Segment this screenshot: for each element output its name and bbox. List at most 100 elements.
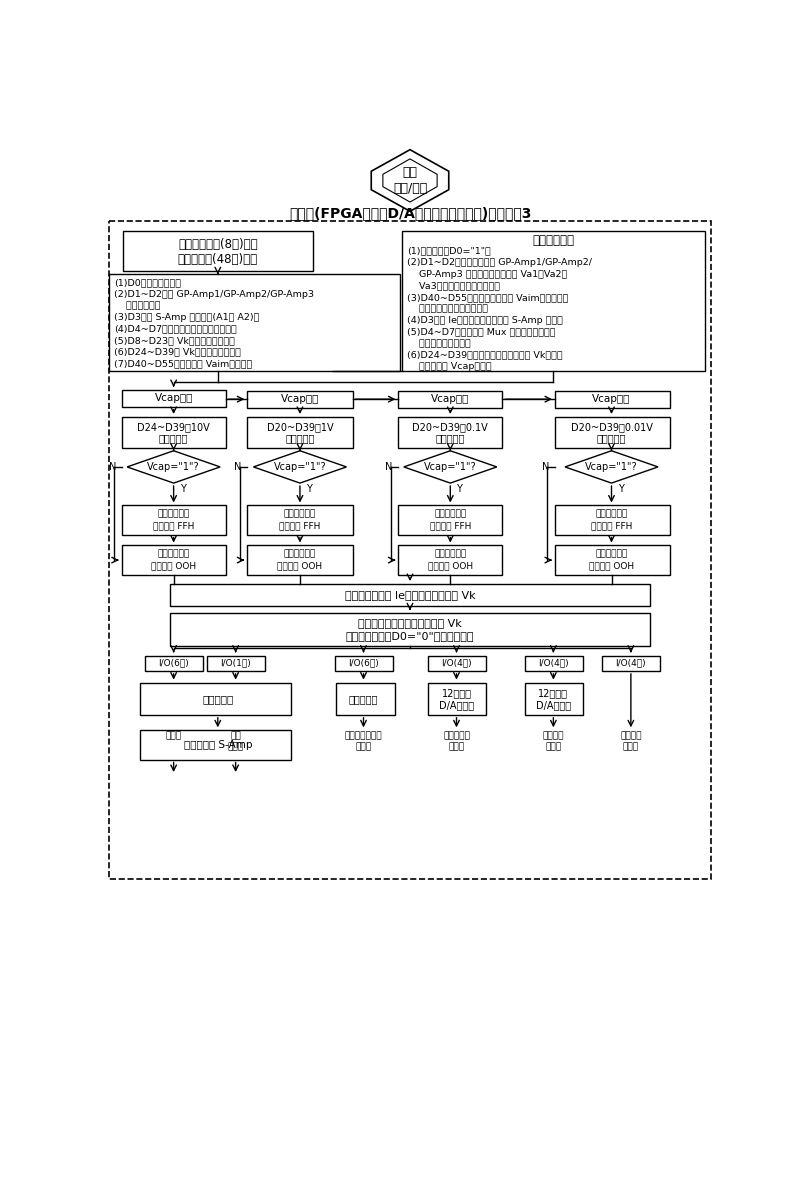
- Bar: [122, 545, 226, 575]
- Text: (2)D1~D2表示 GP-Amp1/GP-Amp2/GP-Amp3: (2)D1~D2表示 GP-Amp1/GP-Amp2/GP-Amp3: [114, 289, 314, 299]
- Text: 12位串行: 12位串行: [538, 689, 568, 698]
- Text: 悬浮地: 悬浮地: [166, 732, 182, 740]
- Text: 向上位机传送: 向上位机传送: [158, 509, 190, 518]
- Text: 子列的信号采集端；: 子列的信号采集端；: [407, 340, 470, 348]
- Bar: [398, 506, 502, 535]
- Text: I/O(4位): I/O(4位): [441, 659, 472, 667]
- Text: 减小量更新: 减小量更新: [597, 433, 626, 444]
- Bar: [247, 391, 353, 408]
- Text: GP-Amp3 的输入脉冲信号，使 Va1、Va2、: GP-Amp3 的输入脉冲信号，使 Va1、Va2、: [407, 270, 567, 279]
- Text: 减小量更新: 减小量更新: [436, 433, 465, 444]
- Bar: [555, 417, 670, 447]
- Text: 下位机(FPGA主控、D/A转换、采集放大器)运行流程3: 下位机(FPGA主控、D/A转换、采集放大器)运行流程3: [289, 206, 531, 220]
- Text: 上位机找到对应 Ie且满足测量精度的 Vk: 上位机找到对应 Ie且满足测量精度的 Vk: [345, 590, 475, 599]
- Text: N: N: [542, 462, 550, 472]
- Bar: [122, 390, 226, 407]
- Text: I/O(4位): I/O(4位): [538, 659, 569, 667]
- Text: Va3顺序驱动三个屏特征行；: Va3顺序驱动三个屏特征行；: [407, 281, 500, 291]
- Bar: [110, 220, 710, 879]
- Text: 多路转换器
控制端: 多路转换器 控制端: [443, 732, 470, 751]
- Bar: [428, 655, 486, 671]
- Text: (6)D24~D39是 Vk控制端的数字量；: (6)D24~D39是 Vk控制端的数字量；: [114, 348, 241, 356]
- Text: N: N: [234, 462, 242, 472]
- Text: I/O(6位): I/O(6位): [348, 659, 379, 667]
- Text: 向上位机传送: 向上位机传送: [158, 549, 190, 559]
- Bar: [602, 655, 660, 671]
- Text: 测量状态 OOH: 测量状态 OOH: [278, 561, 322, 570]
- Bar: [247, 506, 353, 535]
- Text: (4)D3根据 Ie选择自动变化，改变 S-Amp 增益；: (4)D3根据 Ie选择自动变化，改变 S-Amp 增益；: [407, 316, 562, 325]
- Bar: [525, 683, 583, 715]
- Text: Vcap="1"?: Vcap="1"?: [585, 462, 638, 472]
- Text: 测量状态 OOH: 测量状态 OOH: [151, 561, 196, 570]
- Text: (5)D4~D7更新量控制 Mux 顺序切换九个特征: (5)D4~D7更新量控制 Mux 顺序切换九个特征: [407, 328, 555, 336]
- Text: Vcap复位: Vcap复位: [281, 395, 319, 404]
- Bar: [145, 655, 203, 671]
- Text: 12位串行: 12位串行: [442, 689, 471, 698]
- Bar: [140, 683, 291, 715]
- Text: D/A转换器: D/A转换器: [536, 701, 571, 710]
- Bar: [398, 391, 502, 408]
- Text: I/O(6位): I/O(6位): [158, 659, 189, 667]
- Text: (7)D40~D55是理论上的 Vaim数字量。: (7)D40~D55是理论上的 Vaim数字量。: [114, 359, 252, 368]
- Text: 减小量更新: 减小量更新: [286, 433, 314, 444]
- Text: 采集放大器 S-Amp: 采集放大器 S-Amp: [183, 740, 252, 750]
- Text: 阳极电源
控制端: 阳极电源 控制端: [542, 732, 564, 751]
- Bar: [555, 391, 670, 408]
- Text: 向上位机传送: 向上位机传送: [434, 549, 466, 559]
- Bar: [122, 417, 226, 447]
- Text: N: N: [109, 462, 116, 472]
- Text: 测量操作运行: 测量操作运行: [532, 234, 574, 248]
- Bar: [170, 614, 650, 646]
- Text: 向上位机传送: 向上位机传送: [284, 509, 316, 518]
- Text: D20~D39以0.1V: D20~D39以0.1V: [413, 422, 488, 432]
- Text: (4)D4~D7表示信号采集端的切换位置，: (4)D4~D7表示信号采集端的切换位置，: [114, 324, 237, 334]
- Text: 测量状态 OOH: 测量状态 OOH: [589, 561, 634, 570]
- Bar: [525, 655, 583, 671]
- Bar: [402, 231, 705, 371]
- Text: 制量，探测 Vcap结果。: 制量，探测 Vcap结果。: [407, 362, 491, 371]
- Polygon shape: [404, 451, 497, 483]
- Text: 测量状态 OOH: 测量状态 OOH: [428, 561, 473, 570]
- Text: 的输出状态，: 的输出状态，: [114, 301, 161, 311]
- Bar: [555, 545, 670, 575]
- Polygon shape: [371, 150, 449, 212]
- Bar: [336, 683, 394, 715]
- Bar: [140, 731, 291, 759]
- Text: 向上位机传送: 向上位机传送: [284, 549, 316, 559]
- Text: 测量状态 FFH: 测量状态 FFH: [153, 521, 194, 530]
- Bar: [428, 683, 486, 715]
- Text: D/A转换器: D/A转换器: [439, 701, 474, 710]
- Polygon shape: [127, 451, 220, 483]
- Bar: [110, 274, 400, 372]
- Bar: [123, 231, 313, 270]
- Text: 光电耦合器: 光电耦合器: [202, 694, 234, 703]
- Text: D20~D39以0.01V: D20~D39以0.01V: [570, 422, 653, 432]
- Text: Vcap="1"?: Vcap="1"?: [424, 462, 477, 472]
- Text: (1)D0表示运行状态；: (1)D0表示运行状态；: [114, 279, 181, 287]
- Bar: [122, 506, 226, 535]
- Bar: [207, 655, 265, 671]
- Text: 数量，运行状态D0="0"，测量结束。: 数量，运行状态D0="0"，测量结束。: [346, 630, 474, 641]
- Text: Vcap探测: Vcap探测: [154, 393, 193, 403]
- Text: 接收/发送: 接收/发送: [393, 182, 427, 195]
- Bar: [247, 417, 353, 447]
- Text: N: N: [386, 462, 393, 472]
- Bar: [170, 584, 650, 605]
- Text: Vcap复位: Vcap复位: [431, 395, 470, 404]
- Text: I/O(1位): I/O(1位): [220, 659, 251, 667]
- Text: 测量状态 FFH: 测量状态 FFH: [591, 521, 632, 530]
- Text: D24~D39以10V: D24~D39以10V: [138, 422, 210, 432]
- Text: 向上位机传送: 向上位机传送: [595, 509, 628, 518]
- Text: (3)D3表示 S-Amp 增益选择(A1或 A2)；: (3)D3表示 S-Amp 增益选择(A1或 A2)；: [114, 313, 259, 322]
- Text: 和六个字节(48位)数据: 和六个字节(48位)数据: [178, 254, 258, 267]
- Bar: [398, 417, 502, 447]
- Text: Y: Y: [306, 484, 312, 494]
- Bar: [247, 545, 353, 575]
- Text: 向上位机传送: 向上位机传送: [434, 509, 466, 518]
- Polygon shape: [383, 159, 437, 202]
- Text: 栅极脉冲放大器
信号端: 栅极脉冲放大器 信号端: [345, 732, 382, 751]
- Text: D20~D39以1V: D20~D39以1V: [266, 422, 334, 432]
- Text: Y: Y: [457, 484, 462, 494]
- Text: 光电耦合器: 光电耦合器: [349, 694, 378, 703]
